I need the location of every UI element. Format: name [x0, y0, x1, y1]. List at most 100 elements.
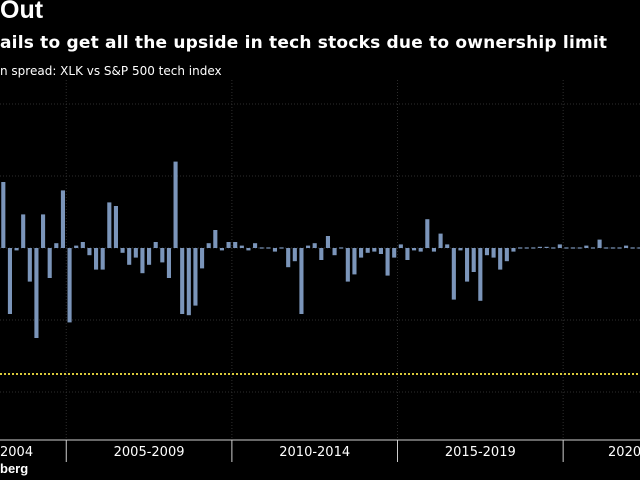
bar-45 [299, 248, 304, 314]
bar-1 [7, 248, 12, 314]
x-period-label-2: 2010-2014 [279, 445, 350, 460]
bar-69 [458, 248, 463, 251]
x-period-label-4: 2020-202 [608, 445, 640, 460]
bar-79 [524, 247, 529, 249]
bar-82 [544, 246, 549, 248]
bar-55 [365, 248, 370, 253]
bar-86 [571, 247, 576, 249]
bar-50 [332, 248, 337, 256]
bar-85 [564, 247, 569, 249]
bar-84 [557, 244, 562, 248]
bar-13 [87, 248, 92, 256]
x-period-label-0: 2004 [0, 445, 33, 460]
bar-67 [445, 244, 450, 248]
bar-31 [206, 243, 211, 248]
bar-61 [405, 248, 410, 260]
bar-32 [213, 230, 218, 248]
bar-30 [200, 248, 205, 269]
bar-87 [577, 247, 582, 249]
bar-17 [113, 206, 118, 248]
bar-70 [465, 248, 470, 282]
bar-71 [471, 248, 476, 272]
bar-10 [67, 248, 72, 323]
bar-12 [80, 242, 85, 248]
bar-95 [630, 247, 635, 249]
bar-75 [498, 248, 503, 270]
bar-66 [438, 233, 443, 248]
bar-42 [279, 247, 284, 249]
bar-35 [233, 242, 238, 248]
bar-44 [292, 248, 297, 262]
bar-33 [219, 248, 224, 251]
bar-72 [478, 248, 483, 301]
bar-90 [597, 239, 602, 248]
bar-4 [27, 248, 32, 282]
bar-76 [504, 248, 509, 262]
bar-88 [584, 245, 589, 248]
bar-73 [484, 248, 490, 256]
bar-16 [107, 202, 112, 248]
bar-6 [41, 214, 46, 248]
x-period-label-1: 2005-2009 [114, 445, 185, 460]
bar-47 [312, 243, 317, 248]
x-period-label-3: 2015-2019 [445, 445, 516, 460]
bar-24 [160, 248, 165, 263]
bar-92 [610, 247, 615, 249]
bar-94 [624, 245, 629, 248]
bar-0 [1, 182, 6, 248]
bar-28 [186, 248, 191, 316]
bar-34 [226, 242, 231, 248]
bar-58 [385, 248, 390, 276]
bar-59 [392, 248, 397, 258]
bar-2 [14, 248, 19, 251]
bar-46 [306, 245, 311, 248]
bar-43 [286, 248, 291, 268]
bar-27 [180, 248, 185, 314]
bar-15 [100, 248, 105, 270]
bar-62 [412, 248, 417, 251]
chart-title: Out [0, 0, 44, 24]
chart-legend: n spread: XLK vs S&P 500 tech index [0, 64, 222, 78]
bar-60 [398, 244, 403, 248]
bar-83 [551, 247, 556, 249]
bar-52 [345, 248, 350, 282]
source-label: berg [0, 461, 29, 476]
bar-22 [147, 248, 152, 265]
bar-57 [378, 248, 384, 254]
bar-78 [518, 247, 523, 249]
bar-64 [425, 219, 430, 248]
bar-37 [246, 248, 251, 251]
bar-56 [372, 248, 377, 252]
bar-14 [94, 248, 99, 270]
bar-26 [173, 161, 178, 248]
bar-38 [253, 243, 258, 248]
bar-21 [140, 248, 145, 274]
legend-label: n spread: XLK vs S&P 500 tech index [0, 64, 222, 78]
bar-91 [604, 247, 609, 249]
bar-54 [359, 248, 364, 258]
bar-18 [120, 248, 125, 253]
bar-19 [127, 248, 132, 265]
bar-36 [239, 245, 244, 248]
chart-subtitle: ails to get all the upside in tech stock… [0, 33, 608, 53]
bar-29 [193, 248, 198, 306]
bar-80 [531, 247, 536, 249]
bar-63 [418, 248, 423, 252]
bar-77 [511, 248, 516, 252]
bar-81 [537, 246, 543, 248]
bar-25 [166, 248, 171, 278]
bar-65 [431, 248, 437, 252]
bar-20 [133, 248, 138, 258]
bar-23 [153, 242, 158, 248]
bar-11 [74, 245, 79, 248]
bar-3 [21, 214, 26, 248]
bar-89 [590, 247, 596, 249]
bar-39 [259, 247, 264, 249]
bar-74 [491, 248, 496, 258]
bar-41 [272, 248, 278, 252]
bar-5 [34, 248, 39, 338]
bar-51 [339, 247, 344, 249]
bar-8 [54, 243, 59, 248]
bar-7 [47, 248, 52, 278]
